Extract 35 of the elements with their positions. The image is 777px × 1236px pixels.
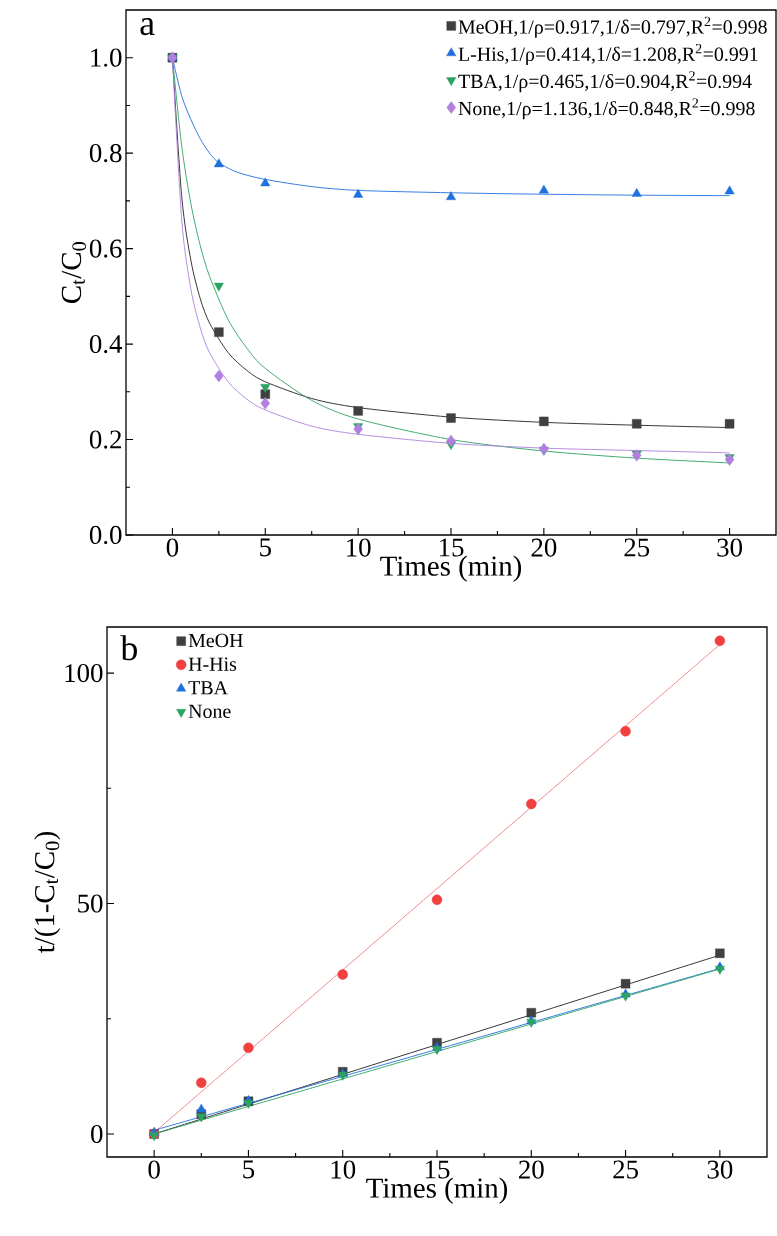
y-tick-label: 0.4 xyxy=(89,334,123,354)
legend-label: TBA xyxy=(188,681,228,695)
y-tick-label: 0 xyxy=(91,1124,103,1144)
x-tick-label: 0 xyxy=(166,538,179,557)
y-tick-label: 0.0 xyxy=(89,525,122,545)
y-axis-title: t/(1-C$_{t}$/C$_{0}$) xyxy=(34,831,61,954)
x-tick-label: 15 xyxy=(425,1160,450,1179)
annotation: b xyxy=(120,635,137,661)
y-axis-title: C$_{t}$/C$_{0}$ xyxy=(61,242,87,303)
x-tick-label: 20 xyxy=(531,538,557,557)
x-tick-label: 15 xyxy=(439,538,464,557)
y-tick-label: 50 xyxy=(78,894,103,913)
legend-label: L-His,1/ρ=0.414,1/δ=1.208,R$^{2}$=0.991 xyxy=(458,43,758,65)
x-tick-label: 30 xyxy=(707,1160,733,1179)
x-tick-label: 10 xyxy=(347,538,371,557)
x-tick-label: 5 xyxy=(260,538,271,557)
legend-label: None,1/ρ=1.136,1/δ=0.848,R$^{2}$=0.998 xyxy=(458,98,755,120)
x-tick-label: 25 xyxy=(624,538,650,557)
x-tick-label: 10 xyxy=(331,1160,356,1179)
y-tick-label: 0.8 xyxy=(89,144,122,163)
x-tick-label: 0 xyxy=(148,1160,160,1179)
y-tick-label: 0.6 xyxy=(89,239,122,258)
annotation: a xyxy=(140,18,155,36)
x-tick-label: 30 xyxy=(717,538,742,557)
x-tick-label: 25 xyxy=(613,1160,638,1179)
y-tick-label: 1.0 xyxy=(91,48,122,67)
legend-label: None xyxy=(188,704,231,718)
y-tick-label: 100 xyxy=(65,664,103,683)
legend-label: H-His xyxy=(188,657,237,671)
legend-label: MeOH xyxy=(188,633,243,648)
x-tick-label: 5 xyxy=(243,1160,255,1179)
x-tick-label: 20 xyxy=(519,1160,544,1179)
y-tick-label: 0.2 xyxy=(89,430,121,449)
legend-label: MeOH,1/ρ=0.917,1/δ=0.797,R$^{2}$=0.998 xyxy=(458,16,767,38)
legend-label: TBA,1/ρ=0.465,1/δ=0.904,R$^{2}$=0.994 xyxy=(458,71,752,93)
